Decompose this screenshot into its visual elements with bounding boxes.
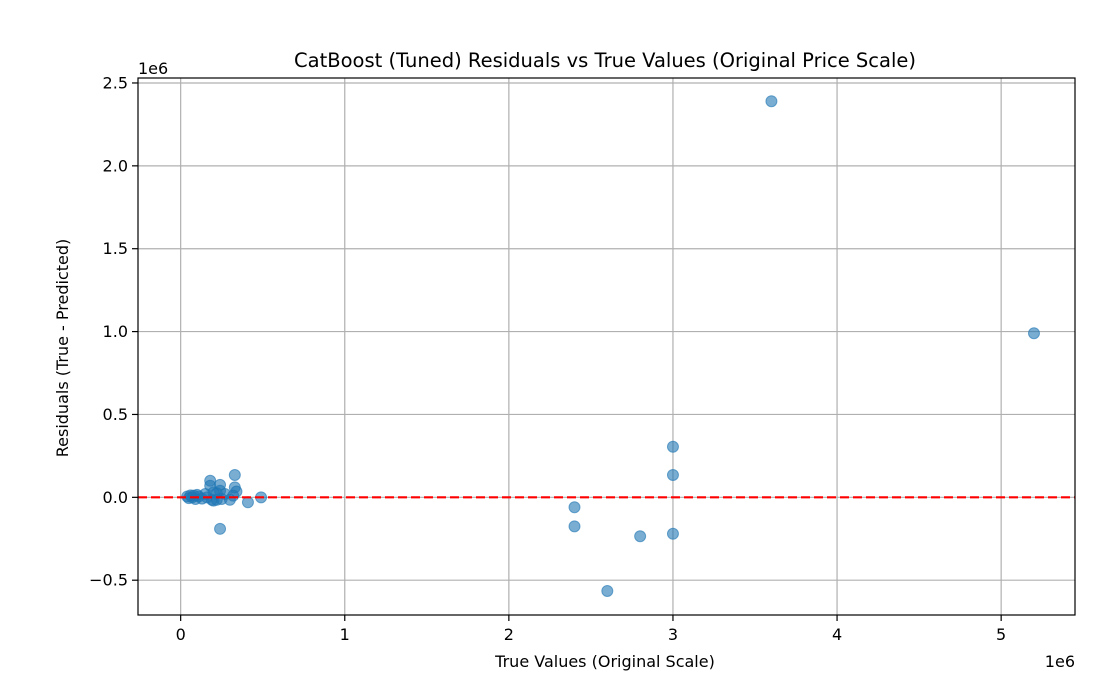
- x-tick-label: 4: [832, 625, 842, 644]
- y-tick-label: 1.5: [103, 239, 128, 258]
- data-point: [568, 501, 581, 514]
- data-point: [765, 95, 778, 108]
- x-tick-label: 0: [176, 625, 186, 644]
- data-point: [601, 584, 614, 597]
- y-tick-label: 1.0: [103, 322, 128, 341]
- x-tick-label: 1: [340, 625, 350, 644]
- data-point: [227, 489, 240, 502]
- x-axis-offset-text: 1e6: [1045, 652, 1075, 671]
- data-point: [241, 496, 254, 509]
- y-axis-label: Residuals (True - Predicted): [53, 239, 72, 458]
- data-point: [666, 527, 679, 540]
- data-point: [214, 522, 227, 535]
- data-point: [666, 468, 679, 481]
- y-axis-offset-text: 1e6: [138, 59, 168, 78]
- data-point: [666, 440, 679, 453]
- y-tick-label: 2.0: [103, 156, 128, 175]
- x-axis-label: True Values (Original Scale): [494, 652, 715, 671]
- x-tick-label: 5: [996, 625, 1006, 644]
- grid-lines: [138, 78, 1075, 615]
- y-axis-ticks: −0.5 0.0 0.5 1.0 1.5 2.0 2.5: [89, 73, 138, 590]
- plot-frame: [137, 77, 1076, 616]
- x-tick-label: 3: [668, 625, 678, 644]
- y-tick-label: 2.5: [103, 73, 128, 92]
- x-axis-ticks: 0 1 2 3 4 5: [176, 615, 1006, 644]
- x-tick-label: 2: [504, 625, 514, 644]
- y-tick-label: 0.5: [103, 405, 128, 424]
- data-point: [228, 468, 241, 481]
- y-tick-label: −0.5: [89, 571, 128, 590]
- data-point: [1027, 327, 1040, 340]
- data-point: [568, 520, 581, 533]
- data-point: [634, 530, 647, 543]
- y-tick-label: 0.0: [103, 488, 128, 507]
- chart-title: CatBoost (Tuned) Residuals vs True Value…: [294, 49, 916, 72]
